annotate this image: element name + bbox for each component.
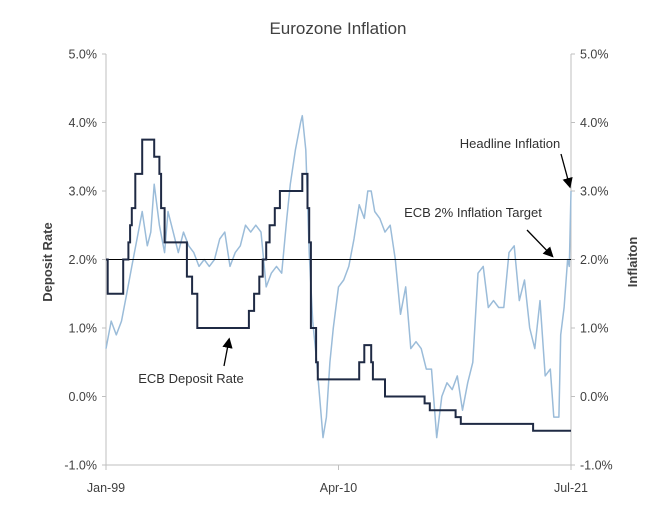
right-tick-label: 0.0% [580,390,609,404]
annotation-arrow [526,229,554,258]
right-tick-label: -1.0% [580,459,613,473]
series-deposit-rate [106,138,571,432]
right-tick-label: 5.0% [580,48,609,62]
annotation-arrow [222,337,233,367]
annotations: Headline Inflation ECB 2% Inflation Targ… [138,136,573,386]
right-axis-title: Inflaiton [625,237,640,288]
annotation-deposit-rate: ECB Deposit Rate [138,371,244,386]
x-tick-label: Jan-99 [87,481,125,495]
series-layer [105,114,572,439]
right-axis-ticks: -1.0% 0.0% 1.0% 2.0% 3.0% 4.0% 5.0% [571,48,613,473]
left-axis-title: Deposit Rate [40,222,55,301]
left-tick-label: 3.0% [69,185,98,199]
right-tick-label: 1.0% [580,322,609,336]
left-tick-label: -1.0% [64,459,97,473]
left-tick-label: 4.0% [69,116,98,130]
x-tick-label: Jul-21 [554,481,588,495]
left-tick-label: 5.0% [69,48,98,62]
right-tick-label: 2.0% [580,253,609,267]
x-axis-ticks: Jan-99 Apr-10 Jul-21 [87,465,588,495]
chart-title: Eurozone Inflation [269,19,406,38]
left-tick-label: 0.0% [69,390,98,404]
series-headline-inflation [105,114,572,439]
left-tick-label: 1.0% [69,322,98,336]
annotation-inflation-target: ECB 2% Inflation Target [404,205,542,220]
left-tick-label: 2.0% [69,253,98,267]
right-tick-label: 4.0% [580,116,609,130]
x-tick-label: Apr-10 [320,481,358,495]
annotation-arrow [560,153,573,189]
annotation-headline-inflation: Headline Inflation [460,136,560,151]
right-tick-label: 3.0% [580,185,609,199]
left-axis-ticks: -1.0% 0.0% 1.0% 2.0% 3.0% 4.0% 5.0% [64,48,106,473]
